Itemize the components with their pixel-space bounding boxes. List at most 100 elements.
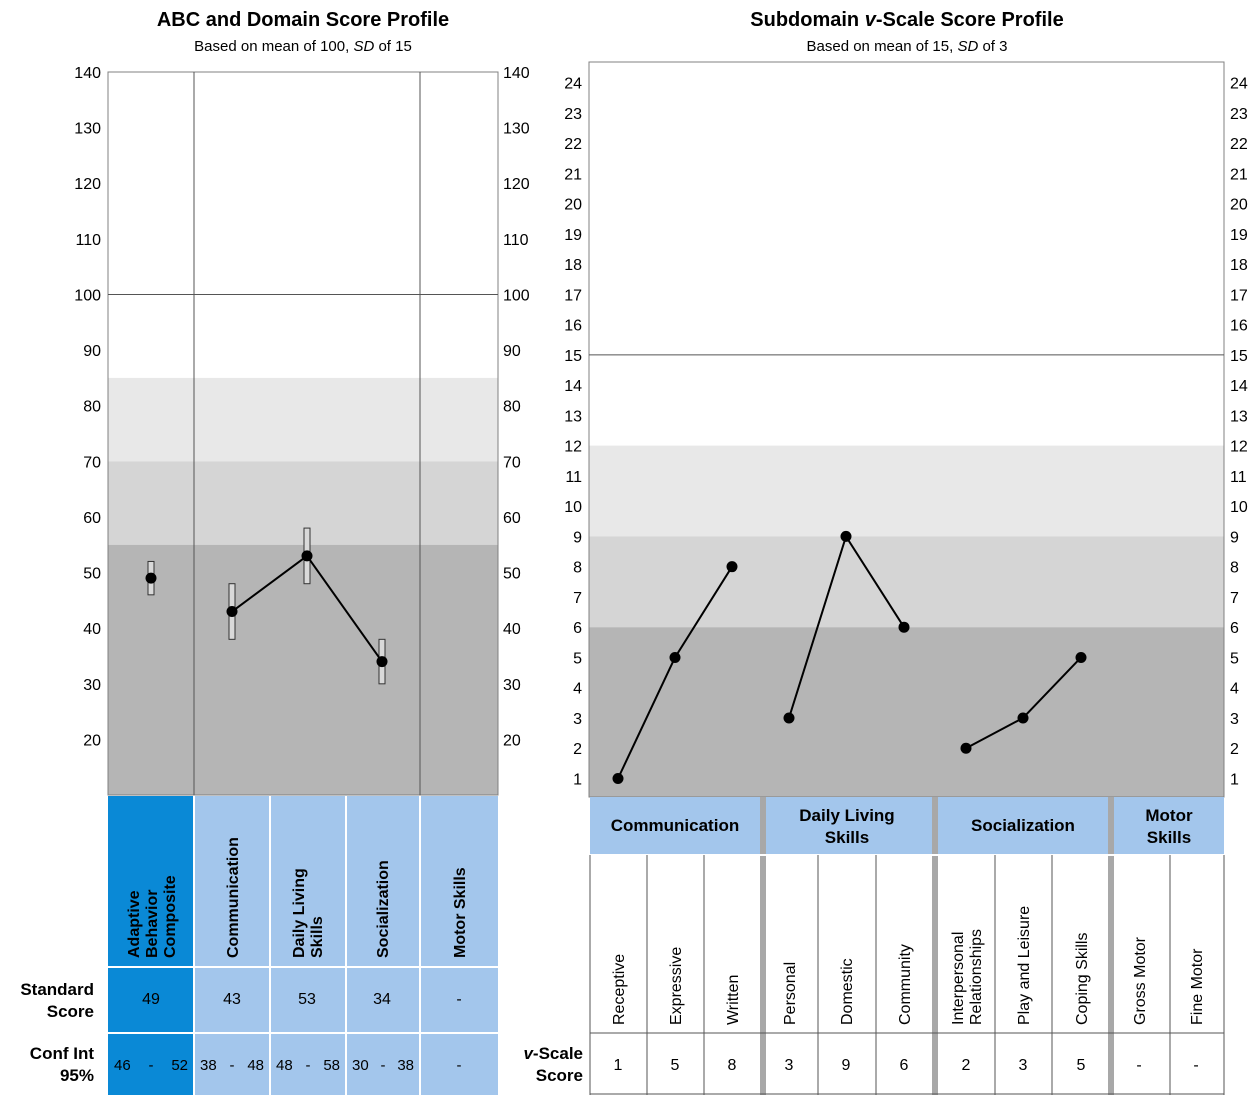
- y-tick-label: 70: [83, 454, 101, 471]
- y-tick-label: 19: [564, 227, 582, 244]
- y-tick-label: 130: [74, 121, 101, 138]
- y-tick-label-right: 15: [1230, 348, 1248, 365]
- score-point: [783, 712, 795, 724]
- y-tick-label-right: 24: [1230, 76, 1248, 93]
- y-tick-label: 6: [573, 620, 582, 637]
- y-tick-label: 3: [573, 711, 582, 728]
- y-tick-label: 14: [564, 378, 582, 395]
- ci-lower-value: 30: [352, 1057, 369, 1074]
- y-tick-label: 12: [564, 439, 582, 456]
- group-header-label: Motor: [1145, 806, 1193, 825]
- y-tick-label-right: 30: [503, 677, 521, 694]
- y-tick-label: 24: [564, 76, 582, 93]
- y-tick-label-right: 40: [503, 621, 521, 638]
- table-column-fill: [108, 796, 194, 1095]
- score-band: [108, 461, 498, 545]
- row-label-standard-score: Standard: [20, 980, 94, 999]
- ci-upper-value: 52: [171, 1057, 188, 1074]
- group-divider: [760, 797, 766, 1095]
- column-header-label: Composite: [162, 875, 179, 958]
- y-tick-label: 90: [83, 343, 101, 360]
- standard-score-value: 34: [373, 991, 391, 1008]
- y-tick-label-right: 140: [503, 65, 530, 82]
- vscale-score-value: -: [1193, 1057, 1198, 1074]
- y-tick-label: 100: [74, 287, 101, 304]
- y-tick-label-right: 2: [1230, 741, 1239, 758]
- column-header-label: Behavior: [144, 890, 161, 958]
- y-tick-label-right: 120: [503, 176, 530, 193]
- score-band: [589, 536, 1224, 628]
- score-point: [1017, 712, 1029, 724]
- y-tick-label: 60: [83, 510, 101, 527]
- column-header-label: Socialization: [375, 860, 392, 958]
- score-point: [960, 742, 972, 754]
- subdomain-label: Interpersonal: [950, 932, 967, 1025]
- column-header-label: Skills: [309, 916, 326, 958]
- right-chart-title: Subdomain v-Scale Score Profile: [750, 9, 1063, 31]
- group-header-label: Daily Living: [799, 806, 894, 825]
- column-header-label: Daily Living: [291, 868, 308, 958]
- score-band: [108, 544, 498, 796]
- table-column-fill: [194, 796, 270, 1095]
- ci-lower-value: 48: [276, 1057, 293, 1074]
- row-label-conf-int: 95%: [60, 1066, 94, 1085]
- subdomain-cells: [938, 855, 1108, 1095]
- y-tick-label-right: 12: [1230, 439, 1248, 456]
- y-tick-label-right: 50: [503, 566, 521, 583]
- vscale-score-value: 5: [671, 1057, 680, 1074]
- score-point: [669, 651, 681, 663]
- standard-score-value: 49: [142, 991, 160, 1008]
- y-tick-label: 7: [573, 590, 582, 607]
- ci-dash: -: [381, 1057, 386, 1074]
- table-column-fill: [270, 796, 346, 1095]
- y-tick-label: 1: [573, 772, 582, 789]
- y-tick-label-right: 20: [1230, 197, 1248, 214]
- y-tick-label-right: 1: [1230, 772, 1239, 789]
- plot-border: [107, 71, 499, 796]
- column-header-label: Adaptive: [126, 890, 143, 958]
- subdomain-label: Play and Leisure: [1016, 906, 1033, 1025]
- y-tick-label: 30: [83, 677, 101, 694]
- y-tick-label: 2: [573, 741, 582, 758]
- score-point: [1075, 651, 1087, 663]
- ci-dash: -: [306, 1057, 311, 1074]
- y-tick-label: 5: [573, 650, 582, 667]
- row-label-standard-score: Score: [47, 1002, 94, 1021]
- y-tick-label-right: 8: [1230, 560, 1239, 577]
- y-tick-label: 22: [564, 136, 582, 153]
- score-point: [376, 656, 388, 668]
- subdomain-label: Relationships: [968, 929, 985, 1025]
- y-tick-label-right: 21: [1230, 166, 1248, 183]
- group-header-fill: [766, 797, 932, 855]
- vscale-score-value: 9: [842, 1057, 851, 1074]
- ci-upper-value: 48: [247, 1057, 264, 1074]
- ci-lower-value: 46: [114, 1057, 131, 1074]
- row-label-conf-int: Conf Int: [30, 1044, 95, 1063]
- y-tick-label-right: 4: [1230, 681, 1239, 698]
- subdomain-label: Fine Motor: [1189, 948, 1206, 1025]
- y-tick-label-right: 60: [503, 510, 521, 527]
- y-tick-label-right: 17: [1230, 287, 1248, 304]
- left-chart-title: ABC and Domain Score Profile: [157, 9, 449, 31]
- subdomain-cells: [766, 855, 932, 1095]
- y-tick-label: 4: [573, 681, 582, 698]
- y-tick-label-right: 3: [1230, 711, 1239, 728]
- y-tick-label: 40: [83, 621, 101, 638]
- y-tick-label-right: 70: [503, 454, 521, 471]
- y-tick-label-right: 14: [1230, 378, 1248, 395]
- group-divider: [1108, 797, 1114, 1095]
- subdomain-cells: [1114, 855, 1224, 1095]
- y-tick-label: 20: [564, 197, 582, 214]
- subdomain-cells: [590, 855, 760, 1095]
- table-column-fill: [346, 796, 420, 1095]
- ci-lower-value: 38: [200, 1057, 217, 1074]
- y-tick-label-right: 19: [1230, 227, 1248, 244]
- subdomain-label: Domestic: [839, 958, 856, 1025]
- subdomain-label: Receptive: [611, 954, 628, 1025]
- y-tick-label-right: 20: [503, 732, 521, 749]
- vscale-score-value: 5: [1077, 1057, 1086, 1074]
- ci-dash: -: [149, 1057, 154, 1074]
- subdomain-label: Personal: [782, 962, 799, 1025]
- subdomain-label: Written: [725, 975, 742, 1025]
- standard-score-value: 43: [223, 991, 241, 1008]
